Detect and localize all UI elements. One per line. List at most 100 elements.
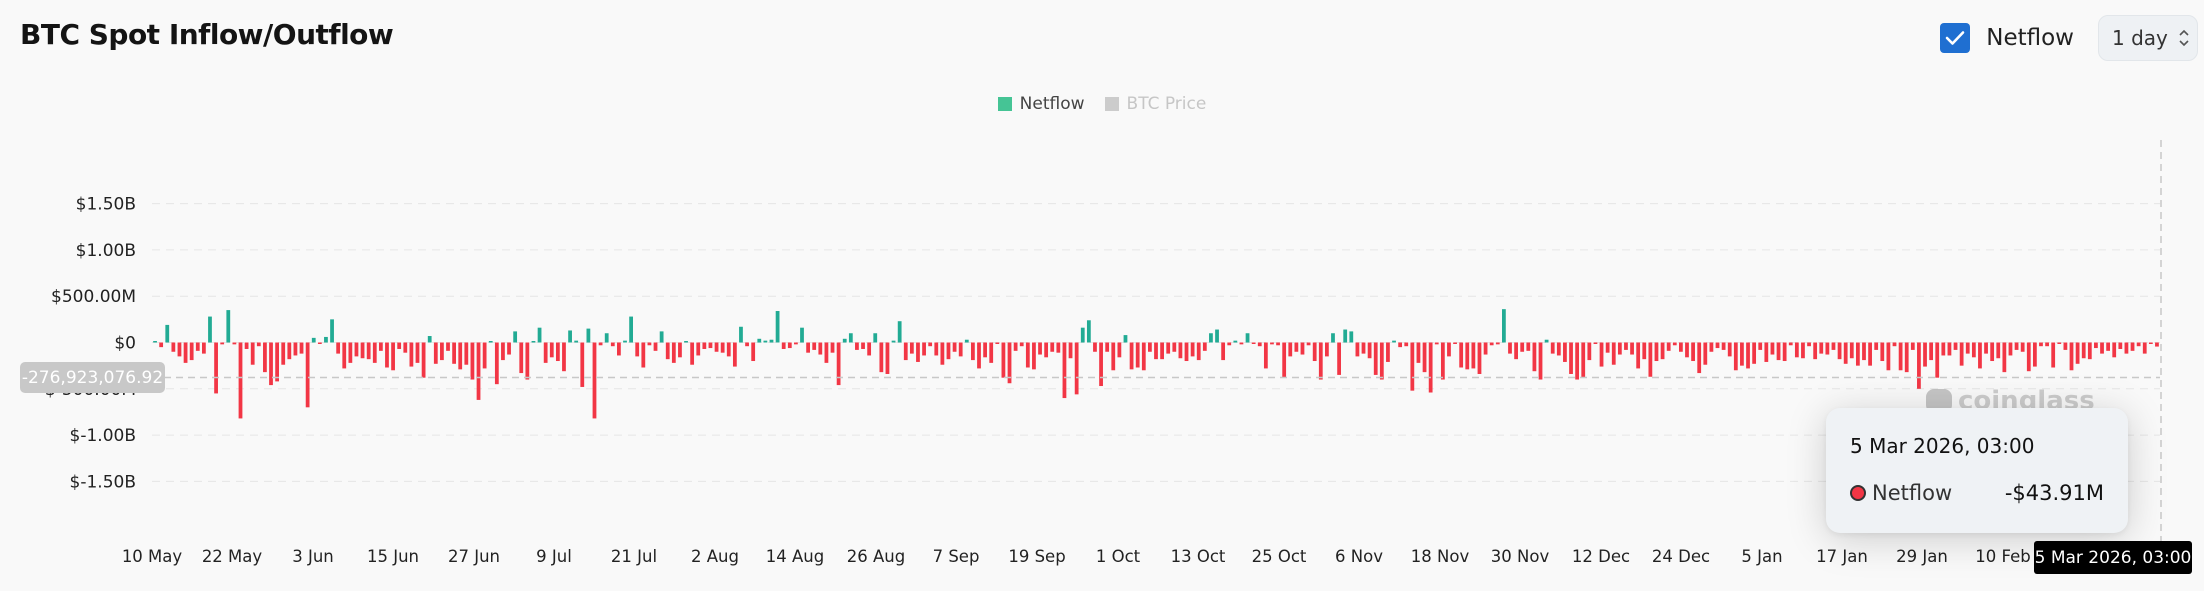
netflow-bar[interactable] [1416, 342, 1421, 363]
netflow-bar[interactable] [1965, 342, 1970, 354]
netflow-bar[interactable] [1971, 342, 1976, 358]
netflow-bar[interactable] [1209, 333, 1213, 343]
netflow-bar[interactable] [2045, 342, 2049, 347]
netflow-bar[interactable] [1947, 342, 1952, 356]
netflow-bar[interactable] [946, 342, 951, 360]
netflow-bar[interactable] [1337, 342, 1341, 375]
netflow-bar[interactable] [1825, 342, 1830, 355]
netflow-bar[interactable] [940, 342, 945, 365]
netflow-bar[interactable] [2124, 342, 2129, 354]
netflow-bar[interactable] [824, 342, 829, 363]
netflow-bar[interactable] [1648, 342, 1653, 377]
netflow-bar[interactable] [1550, 342, 1555, 354]
netflow-bar[interactable] [195, 342, 200, 351]
netflow-bar[interactable] [482, 342, 487, 369]
netflow-bar[interactable] [1300, 342, 1305, 355]
netflow-bar[interactable] [1685, 342, 1689, 358]
netflow-bar[interactable] [1282, 342, 1287, 378]
netflow-bar[interactable] [1483, 342, 1488, 355]
netflow-bar[interactable] [1819, 342, 1824, 354]
netflow-bar[interactable] [604, 333, 609, 343]
netflow-bar[interactable] [427, 336, 432, 343]
netflow-bar[interactable] [1148, 342, 1152, 352]
netflow-bar[interactable] [635, 342, 640, 357]
netflow-bar[interactable] [1636, 342, 1641, 369]
netflow-bar[interactable] [848, 333, 853, 343]
netflow-bar[interactable] [1447, 342, 1451, 357]
netflow-bar[interactable] [153, 341, 157, 343]
netflow-bar[interactable] [958, 342, 963, 357]
netflow-bar[interactable] [1263, 342, 1268, 369]
netflow-bar[interactable] [1630, 342, 1634, 355]
netflow-bar[interactable] [1923, 342, 1927, 367]
netflow-bar[interactable] [702, 342, 707, 349]
netflow-bar[interactable] [1990, 342, 1995, 362]
netflow-bar[interactable] [1477, 342, 1482, 374]
netflow-bar[interactable] [1605, 342, 1610, 353]
interval-select[interactable]: 1 day [2098, 15, 2198, 61]
netflow-bar[interactable] [1123, 335, 1128, 343]
netflow-bar[interactable] [1288, 342, 1293, 357]
netflow-bar[interactable] [293, 342, 298, 356]
netflow-bar[interactable] [714, 342, 719, 352]
netflow-bar[interactable] [1221, 342, 1226, 361]
netflow-bar[interactable] [537, 327, 542, 343]
netflow-bar[interactable] [1935, 342, 1940, 378]
netflow-bar[interactable] [610, 342, 615, 347]
netflow-bar[interactable] [531, 341, 536, 343]
netflow-bar[interactable] [1868, 342, 1872, 366]
netflow-bar[interactable] [1666, 342, 1671, 351]
netflow-bar[interactable] [2026, 342, 2031, 372]
netflow-bar[interactable] [238, 342, 243, 419]
netflow-bar[interactable] [1758, 342, 1763, 350]
netflow-bar[interactable] [1166, 342, 1171, 354]
netflow-bar[interactable] [617, 342, 621, 356]
netflow-bar[interactable] [2020, 342, 2025, 352]
netflow-bar[interactable] [378, 342, 383, 351]
netflow-bar[interactable] [1373, 342, 1378, 375]
netflow-bar[interactable] [806, 342, 810, 353]
netflow-bar[interactable] [1111, 342, 1116, 371]
netflow-bar[interactable] [1392, 340, 1396, 343]
netflow-bar[interactable] [403, 342, 408, 353]
netflow-bar[interactable] [1160, 342, 1164, 360]
netflow-bar[interactable] [836, 342, 841, 386]
netflow-bar[interactable] [1794, 342, 1799, 358]
netflow-bar[interactable] [1807, 342, 1811, 347]
netflow-bar[interactable] [1709, 342, 1714, 352]
netflow-bar[interactable] [1025, 342, 1030, 368]
netflow-bar[interactable] [592, 342, 597, 419]
netflow-bar[interactable] [763, 340, 768, 343]
netflow-bar[interactable] [244, 342, 249, 349]
netflow-bar[interactable] [1721, 342, 1726, 350]
netflow-bar[interactable] [1434, 342, 1439, 345]
netflow-bar[interactable] [1331, 333, 1335, 343]
netflow-bar[interactable] [1740, 342, 1744, 366]
netflow-bar[interactable] [1184, 342, 1189, 362]
netflow-bar[interactable] [653, 342, 658, 351]
netflow-bar[interactable] [1007, 342, 1012, 384]
netflow-bar[interactable] [842, 338, 847, 343]
netflow-bar[interactable] [659, 331, 664, 343]
netflow-bar[interactable] [1862, 342, 1866, 361]
netflow-bar[interactable] [1733, 342, 1738, 371]
netflow-bar[interactable] [1013, 342, 1018, 351]
netflow-bar[interactable] [757, 338, 762, 343]
netflow-bar[interactable] [1691, 342, 1695, 362]
netflow-bar[interactable] [2063, 342, 2068, 350]
netflow-bar[interactable] [2032, 342, 2037, 367]
netflow-bar[interactable] [549, 342, 554, 358]
netflow-bar[interactable] [977, 342, 981, 369]
netflow-bar[interactable] [360, 342, 365, 359]
netflow-bar[interactable] [1660, 342, 1665, 360]
netflow-bar[interactable] [1837, 342, 1842, 360]
netflow-bar[interactable] [1062, 342, 1067, 399]
netflow-bar[interactable] [1276, 342, 1280, 346]
netflow-bar[interactable] [1953, 342, 1958, 350]
netflow-bar[interactable] [1727, 342, 1732, 357]
netflow-bar[interactable] [830, 342, 835, 353]
netflow-bar[interactable] [336, 342, 341, 354]
netflow-bar[interactable] [1343, 329, 1348, 343]
netflow-bar[interactable] [1239, 342, 1244, 345]
netflow-bar[interactable] [678, 342, 682, 358]
